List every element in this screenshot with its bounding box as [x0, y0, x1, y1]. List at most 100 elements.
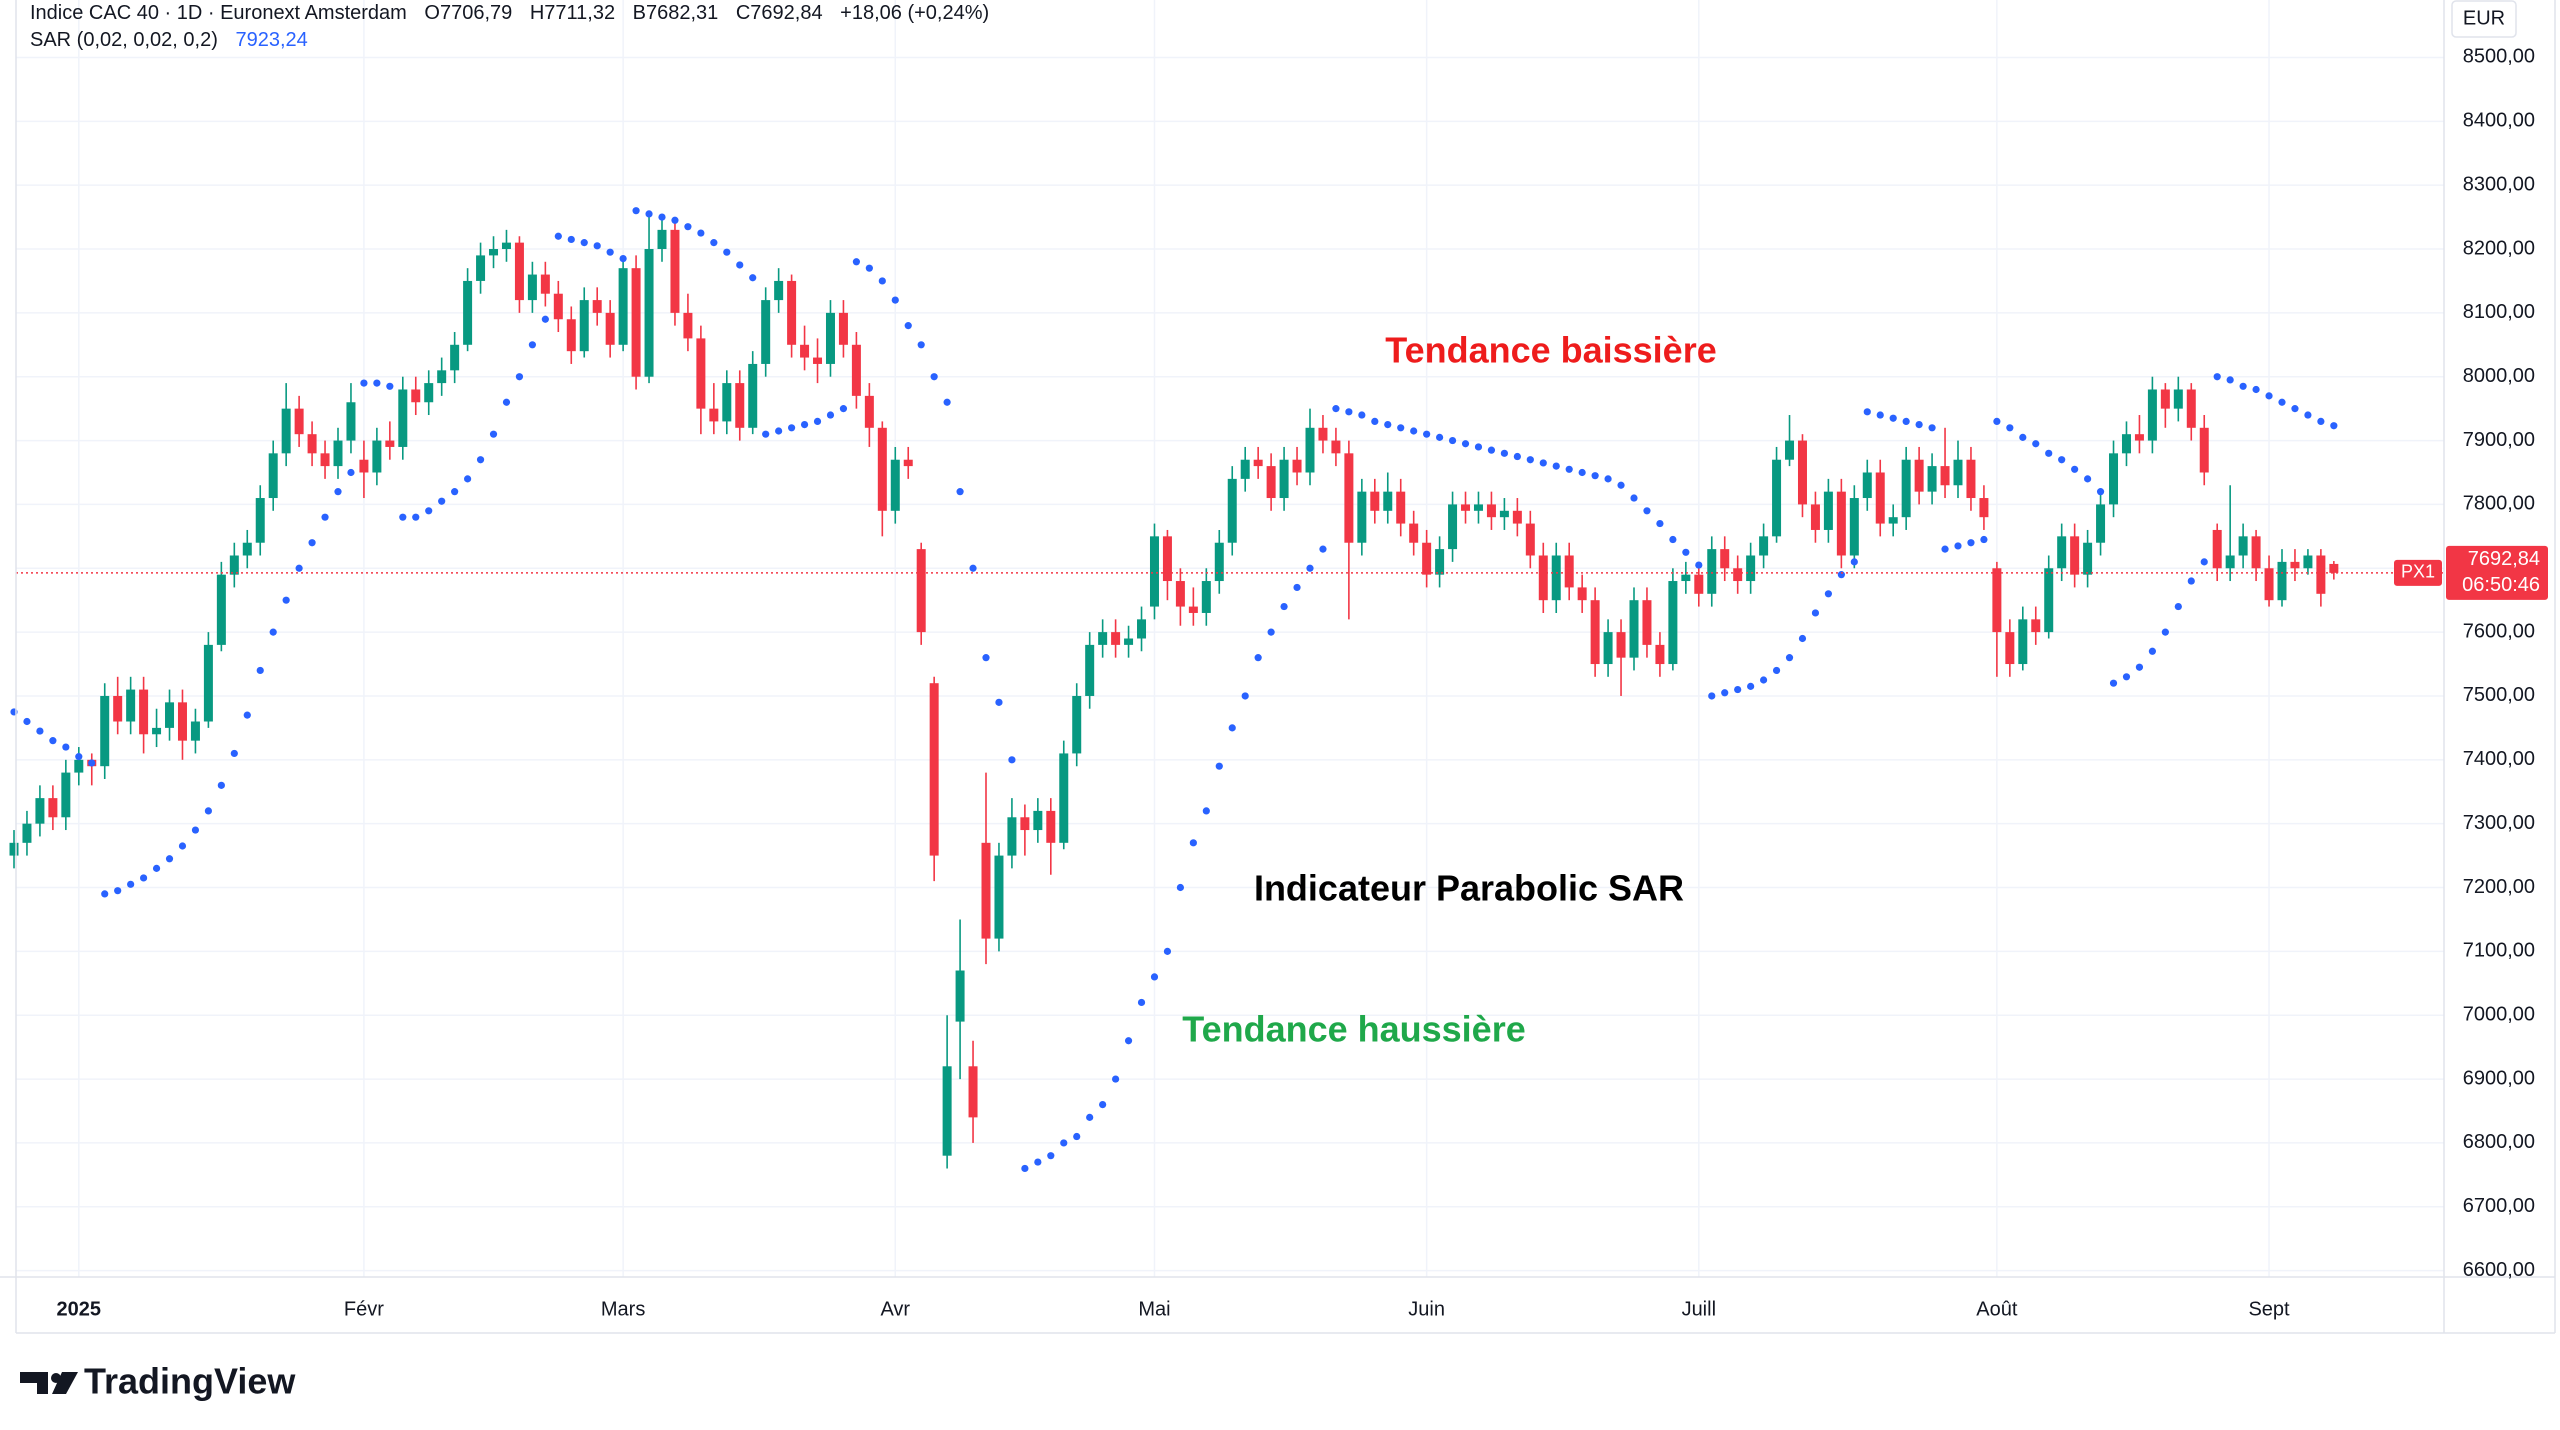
candle-body: [1266, 466, 1276, 499]
sar-dot: [1656, 519, 1664, 528]
ohlc-close: C7692,84: [735, 2, 823, 24]
candle-body: [735, 383, 745, 428]
candle-body: [1305, 427, 1315, 473]
sar-dot: [399, 513, 407, 521]
candle-body: [2109, 453, 2119, 505]
y-tick-label: 6700,00: [2463, 1195, 2535, 1217]
sar-dot: [813, 417, 822, 426]
sar-dot: [1397, 424, 1405, 432]
sar-dot: [1604, 475, 1612, 483]
sar-dot: [1734, 685, 1742, 694]
sar-dot: [917, 341, 925, 349]
sar-dot: [140, 874, 148, 882]
sar-dot: [852, 258, 861, 266]
y-tick-label: 7200,00: [2463, 876, 2535, 898]
sar-dot: [1565, 465, 1573, 473]
sar-dot: [230, 749, 238, 758]
candle-body: [1383, 491, 1393, 511]
candle-body: [1124, 638, 1134, 645]
sar-dot: [826, 411, 835, 419]
candle-body: [1046, 810, 1056, 843]
candle-body: [1435, 549, 1445, 575]
candle-body: [761, 300, 771, 364]
candle-body: [709, 408, 719, 422]
sar-dot: [1578, 468, 1586, 477]
candle-body: [333, 440, 343, 467]
candle-body: [787, 280, 797, 345]
sar-dot: [88, 759, 96, 767]
sar-dot: [1176, 883, 1184, 892]
y-tick-label: 7000,00: [2463, 1003, 2535, 1025]
sar-dot: [1306, 564, 1314, 572]
sar-dot: [645, 210, 653, 218]
sar-dot: [1643, 507, 1651, 515]
candle-body: [2031, 619, 2041, 633]
sar-dot: [2161, 628, 2169, 636]
sar-dot: [1202, 807, 1210, 815]
candle-body: [968, 1066, 978, 1118]
sar-dot: [1487, 446, 1496, 454]
candle-body: [2316, 555, 2326, 594]
sar-dot: [23, 717, 31, 726]
sar-dot: [1552, 462, 1560, 470]
currency-box[interactable]: [2451, 0, 2517, 38]
candle-body: [514, 242, 524, 301]
candle-body: [566, 319, 576, 352]
sar-dot: [1436, 433, 1444, 441]
candle-body: [657, 229, 667, 250]
annotation: Tendance baissière: [1385, 330, 1717, 371]
sar-dot: [2239, 382, 2247, 390]
x-tick-label: Mars: [601, 1298, 645, 1320]
sar-dot: [191, 826, 200, 834]
candle-body: [1149, 536, 1159, 607]
sar-dot: [1630, 494, 1638, 502]
candle-body: [255, 498, 265, 543]
sar-dot: [321, 513, 329, 521]
sar-dot: [2174, 602, 2182, 611]
sar-dot: [1967, 539, 1975, 547]
indicator-name: SAR (0,02, 0,02, 0,2): [30, 29, 218, 51]
candle-body: [1551, 555, 1561, 601]
candle-body: [1564, 555, 1574, 588]
sar-dot: [334, 488, 342, 496]
candle-body: [722, 383, 732, 422]
sar-dot: [347, 468, 355, 477]
candle-body: [1396, 491, 1406, 524]
candle-body: [2186, 389, 2196, 428]
x-tick-label: 2025: [57, 1298, 102, 1320]
y-tick-label: 7400,00: [2463, 748, 2535, 770]
sar-dot: [1526, 456, 1534, 464]
sar-dot: [1682, 548, 1690, 556]
candle-body: [35, 798, 45, 824]
candle-body: [1357, 491, 1367, 543]
candle-body: [1499, 510, 1509, 518]
candle-body: [1707, 549, 1717, 594]
candle-body: [1642, 600, 1652, 645]
sar-dot: [606, 248, 614, 256]
sar-dot: [1902, 417, 1910, 426]
candle-body: [1953, 459, 1963, 486]
candle-body: [9, 842, 19, 856]
candle-body: [1448, 504, 1458, 550]
indicator-value: 7923,24: [235, 29, 308, 51]
candle-body: [1279, 459, 1289, 499]
sar-dot: [762, 430, 770, 438]
candle-body: [1525, 523, 1535, 556]
candle-body: [1111, 632, 1121, 645]
sar-dot: [489, 430, 498, 438]
sar-dot: [1060, 1139, 1068, 1147]
sar-dot: [1410, 427, 1418, 435]
sar-dot: [541, 315, 549, 323]
candle-body: [2303, 555, 2313, 569]
sar-dot: [891, 296, 899, 304]
candle-body: [22, 823, 32, 843]
candle-body: [670, 229, 680, 313]
sar-dot: [1837, 571, 1845, 579]
sar-dot: [2291, 405, 2299, 413]
annotation: Tendance haussière: [1182, 1009, 1525, 1050]
sar-dot: [1371, 417, 1379, 426]
sar-dot: [2058, 456, 2066, 464]
x-tick-label: Juill: [1682, 1298, 1716, 1320]
legend-row: SAR (0,02, 0,02, 0,2) 7923,24: [30, 27, 1001, 54]
